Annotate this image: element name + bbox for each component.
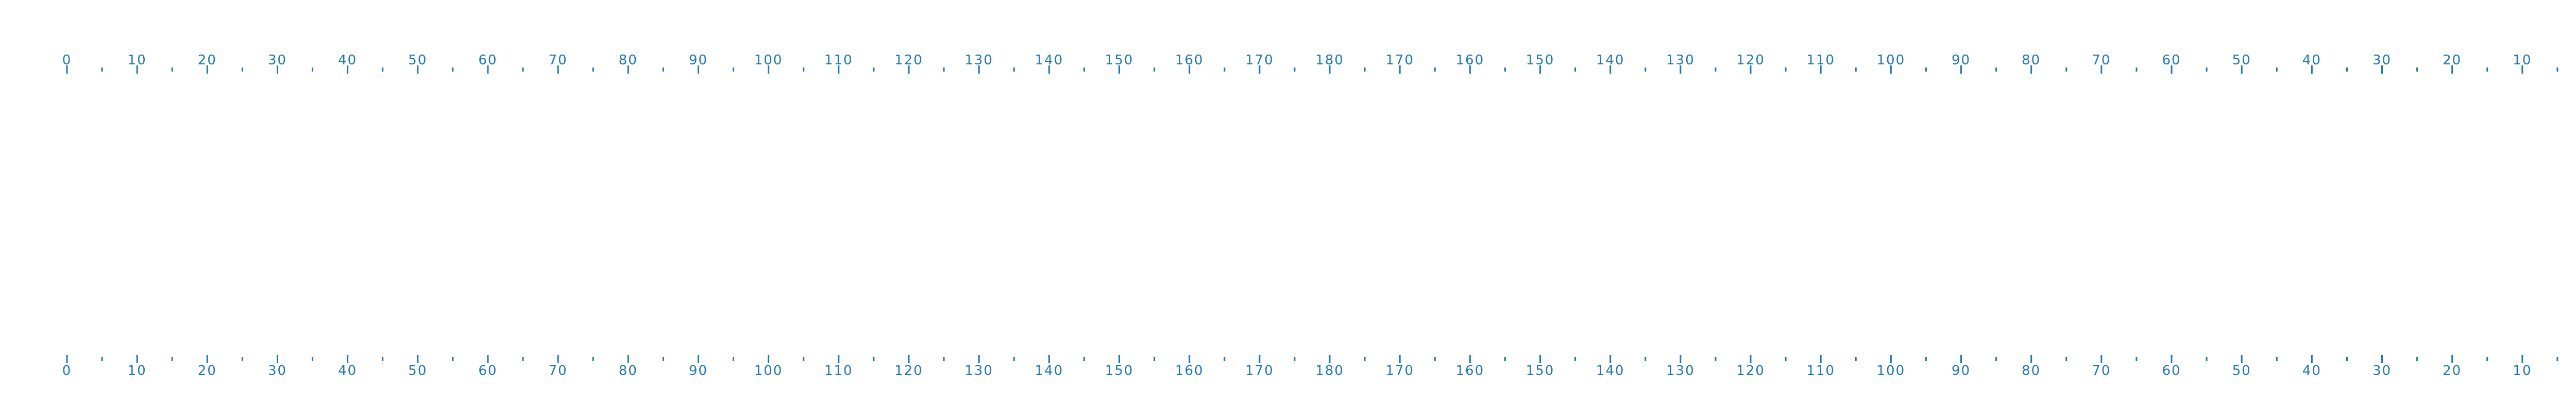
bottom-tick-label: 150 bbox=[1526, 363, 1555, 379]
bottom-tick-label: 50 bbox=[2232, 363, 2251, 379]
bottom-tick-label: 30 bbox=[268, 363, 287, 379]
bottom-tick-label: 120 bbox=[1736, 363, 1765, 379]
bottom-tick-label: 30 bbox=[2372, 363, 2392, 379]
bottom-tick-label: 20 bbox=[198, 363, 217, 379]
bottom-tick-label: 160 bbox=[1175, 363, 1204, 379]
bottom-scale: 0 10 20 30 40 50 60 70 80 90 100 110 120 130 140 150 160… bbox=[62, 355, 2558, 379]
bottom-tick-label: 110 bbox=[1806, 363, 1835, 379]
bottom-tick-label: 140 bbox=[1596, 363, 1625, 379]
bottom-tick-label: 70 bbox=[549, 363, 568, 379]
bottom-tick-label: 160 bbox=[1456, 363, 1485, 379]
bottom-tick-label: 40 bbox=[338, 363, 357, 379]
bottom-tick-label: 50 bbox=[408, 363, 427, 379]
bottom-tick-label: 90 bbox=[689, 363, 708, 379]
bottom-tick-label: 130 bbox=[1666, 363, 1695, 379]
bottom-tick-label: 130 bbox=[964, 363, 993, 379]
bottom-tick-label: 80 bbox=[619, 363, 638, 379]
top-tick-label: 0 bbox=[62, 53, 72, 68]
bottom-tick-label: 80 bbox=[2022, 363, 2041, 379]
bottom-tick-label: 70 bbox=[2092, 363, 2111, 379]
bottom-tick-label: 170 bbox=[1385, 363, 1414, 379]
bottom-tick-label: 100 bbox=[754, 363, 783, 379]
bottom-tick-label: 110 bbox=[824, 363, 853, 379]
bottom-tick-label: 100 bbox=[1877, 363, 1906, 379]
bottom-tick-label: 180 bbox=[1315, 363, 1344, 379]
bottom-tick-label: 60 bbox=[478, 363, 497, 379]
bottom-tick-label: 140 bbox=[1035, 363, 1064, 379]
bottom-tick-label: 10 bbox=[2513, 363, 2532, 379]
bottom-tick-label: 20 bbox=[2443, 363, 2462, 379]
bottom-tick-label: 120 bbox=[894, 363, 923, 379]
bottom-tick-label: 90 bbox=[1952, 363, 1971, 379]
bottom-tick-label: 0 bbox=[62, 363, 72, 379]
bottom-tick-label: 170 bbox=[1245, 363, 1274, 379]
bottom-tick-label: 10 bbox=[128, 363, 147, 379]
top-scale: 0 10 20 30 40 50 60 70 80 90 100 110 120 130 140 150 160… bbox=[62, 53, 2558, 74]
bottom-tick-label: 40 bbox=[2302, 363, 2321, 379]
bottom-tick-label: 60 bbox=[2162, 363, 2181, 379]
bottom-tick-label: 150 bbox=[1105, 363, 1134, 379]
